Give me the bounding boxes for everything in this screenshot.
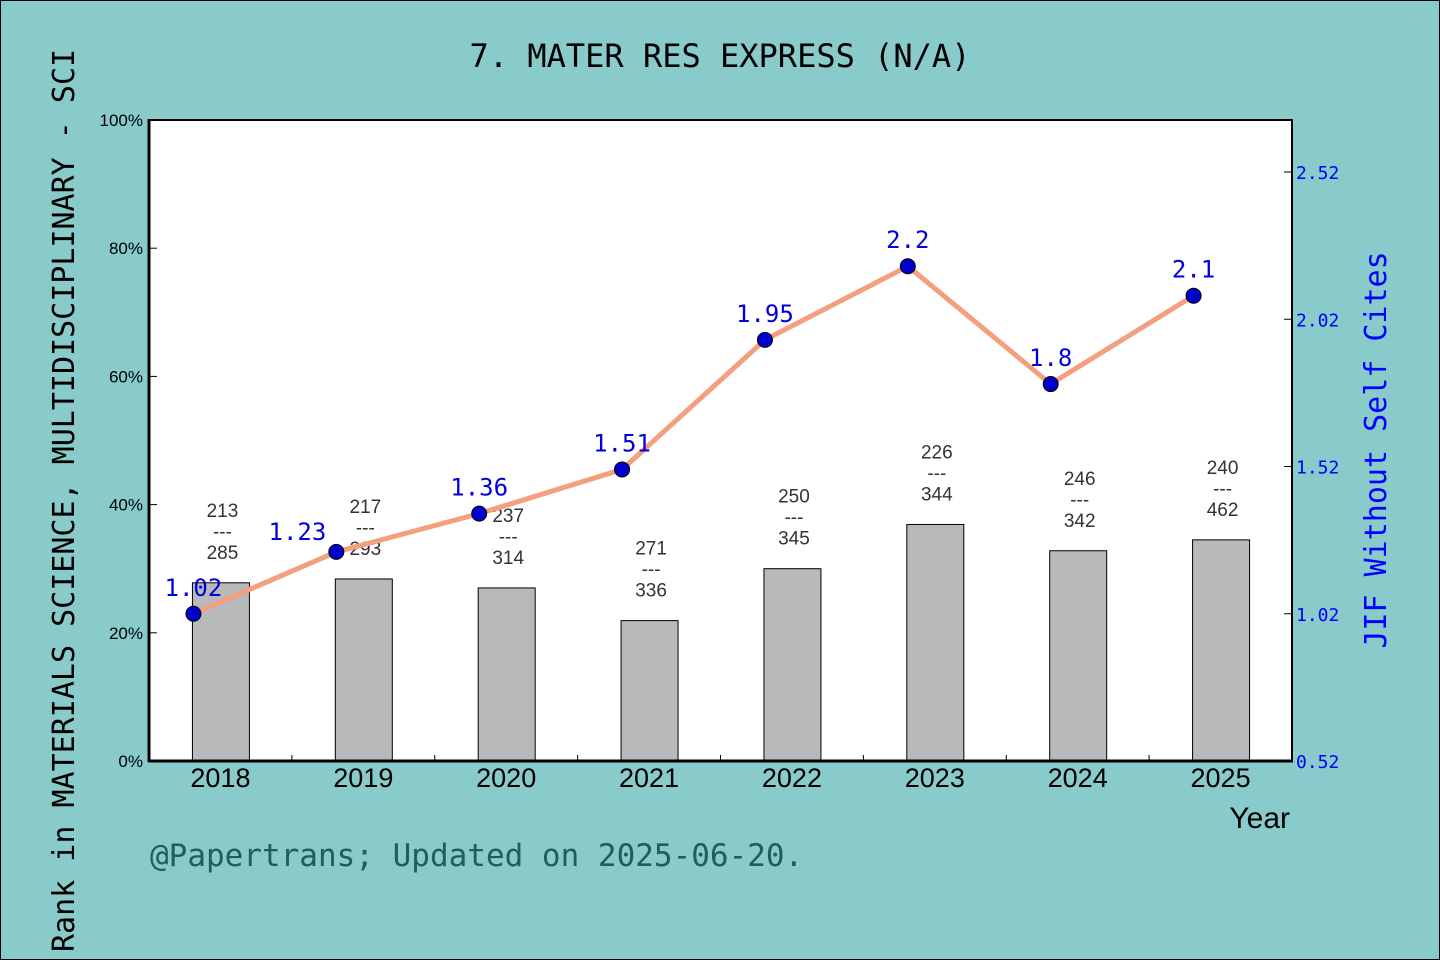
jif-point-2021 (614, 461, 631, 478)
right-y-tick-label: 2.52 (1296, 163, 1339, 184)
rank-divider: --- (784, 508, 803, 529)
right-y-tick-label: 1.02 (1296, 605, 1339, 626)
x-tick-label: 2022 (762, 763, 822, 793)
y-tick-label: 20% (109, 624, 143, 643)
bar-2020 (477, 587, 536, 762)
rank-label: 217 (349, 497, 381, 518)
total-label: 314 (492, 548, 524, 569)
bar-2021 (620, 620, 679, 762)
bar-2025 (1192, 539, 1251, 762)
chart-title: 7. MATER RES EXPRESS (N/A) (470, 37, 971, 75)
total-label: 462 (1207, 500, 1239, 521)
x-tick-label: 2020 (476, 763, 536, 793)
rank-label: 213 (207, 501, 239, 522)
right-y-tick-label: 0.52 (1296, 752, 1339, 773)
rank-divider: --- (1213, 479, 1232, 500)
rank-divider: --- (642, 560, 661, 581)
jif-label: 1.51 (593, 429, 651, 457)
x-tick-label: 2021 (619, 763, 679, 793)
jif-label: 1.8 (1029, 344, 1072, 372)
jif-point-2024 (1042, 376, 1059, 393)
jif-point-2022 (756, 331, 773, 348)
jif-point-2019 (328, 543, 345, 560)
rank-label: 271 (635, 539, 667, 560)
jif-point-2023 (899, 258, 916, 275)
jif-point-2018 (185, 605, 202, 622)
total-label: 342 (1064, 511, 1096, 532)
right-y-axis-label: JIF Without Self Cites (1359, 251, 1394, 648)
jif-label: 1.02 (165, 574, 223, 602)
jif-point-2025 (1185, 287, 1202, 304)
rank-divider: --- (1070, 490, 1089, 511)
plot-area (149, 120, 1292, 761)
right-y-tick-label: 2.02 (1296, 310, 1339, 331)
y-tick-label: 40% (109, 496, 143, 515)
rank-divider: --- (499, 527, 518, 548)
total-label: 336 (635, 581, 667, 602)
total-label: 344 (921, 484, 953, 505)
jif-label: 1.23 (269, 518, 327, 546)
y-tick-label: 80% (109, 239, 143, 258)
bar-2019 (334, 578, 393, 762)
x-tick-label: 2024 (1048, 763, 1108, 793)
y-tick-label: 60% (109, 367, 143, 386)
x-tick-label: 2018 (190, 763, 250, 793)
y-tick-label: 100% (100, 111, 143, 130)
rank-label: 240 (1207, 458, 1239, 479)
jif-point-2020 (471, 505, 488, 522)
rank-divider: --- (213, 522, 232, 543)
rank-label: 246 (1064, 469, 1096, 490)
rank-label: 237 (492, 506, 524, 527)
rank-label: 250 (778, 487, 810, 508)
total-label: 345 (778, 529, 810, 550)
rank-divider: --- (927, 463, 946, 484)
jif-label: 1.95 (736, 300, 794, 328)
jif-label: 1.36 (450, 474, 508, 502)
y-tick-label: 0% (118, 752, 143, 771)
rank-divider: --- (356, 518, 375, 539)
jif-label: 2.1 (1172, 256, 1215, 284)
rank-label: 226 (921, 442, 953, 463)
right-y-tick-label: 1.52 (1296, 458, 1339, 479)
jif-label: 2.2 (886, 226, 929, 254)
jif-line (192, 263, 1195, 617)
bar-2022 (763, 568, 822, 762)
x-axis-label: Year (1229, 802, 1290, 835)
y-axis-label: Rank in MATERIALS SCIENCE, MULTIDISCIPLI… (47, 49, 82, 952)
bar-2024 (1049, 550, 1108, 762)
footer-note: @Papertrans; Updated on 2025-06-20. (150, 838, 803, 874)
x-tick-label: 2023 (905, 763, 965, 793)
total-label: 285 (207, 543, 239, 564)
x-tick-label: 2025 (1191, 763, 1251, 793)
x-tick-label: 2019 (333, 763, 393, 793)
bar-2023 (906, 523, 965, 762)
